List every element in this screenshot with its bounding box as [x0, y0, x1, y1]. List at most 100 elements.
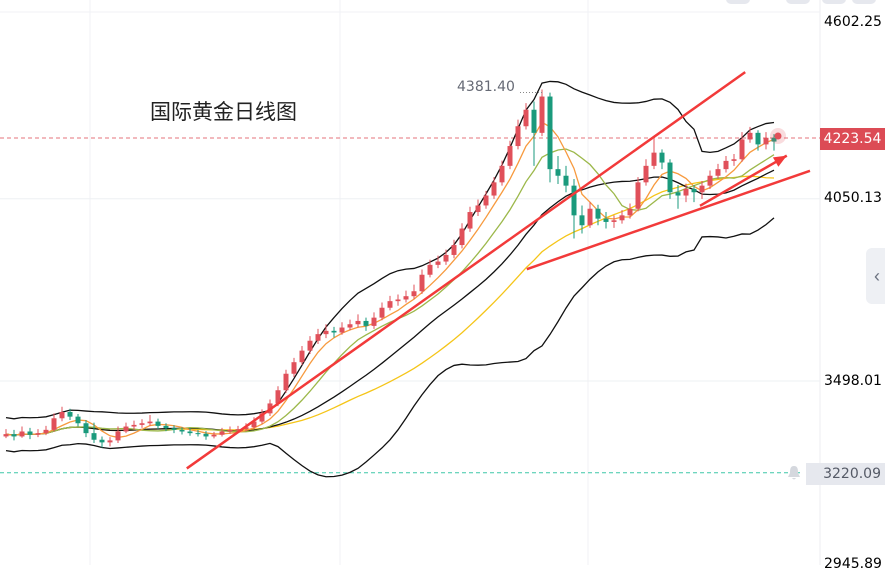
candle-down: [363, 320, 369, 326]
candle-up: [115, 431, 121, 441]
candle-up: [123, 426, 129, 432]
y-tick-label: 4050.13: [824, 190, 882, 206]
candle-down: [203, 433, 209, 437]
chart-title: 国际黄金日线图: [150, 100, 297, 124]
alert-price-value: 3220.09: [823, 466, 881, 482]
candle-up: [387, 301, 393, 308]
candle-up: [19, 431, 25, 437]
candle-up: [315, 334, 321, 341]
candle-down: [603, 218, 609, 222]
candle-up: [651, 152, 657, 166]
candle-up: [539, 96, 545, 133]
candle-up: [731, 159, 737, 161]
candle-up: [51, 418, 57, 430]
candle-up: [515, 126, 521, 147]
candle-up: [275, 390, 281, 404]
candle-up: [147, 421, 153, 424]
candle-up: [747, 132, 753, 140]
candle-down: [659, 152, 665, 163]
candle-down: [155, 421, 161, 426]
candle-up: [483, 195, 489, 206]
candle-up: [139, 423, 145, 425]
candle-up: [219, 431, 225, 435]
candle-up: [299, 350, 305, 363]
candle-up: [683, 188, 689, 196]
candle-up: [307, 340, 313, 351]
candle-up: [251, 421, 257, 428]
y-tick-label: 2945.89: [824, 556, 882, 572]
candle-up: [107, 440, 113, 443]
candle-up: [523, 109, 529, 127]
candle-down: [75, 416, 81, 424]
candle-up: [475, 205, 481, 213]
candle-down: [171, 428, 177, 430]
candle-up: [403, 296, 409, 300]
boll-lower-line: [5, 217, 775, 478]
candle-up: [243, 427, 249, 430]
candle-up: [451, 245, 457, 255]
candle-up: [283, 373, 289, 391]
candle-up: [3, 434, 9, 437]
candle-down: [675, 192, 681, 196]
high-price-label: 4381.40: [457, 79, 515, 95]
candle-up: [227, 429, 233, 432]
candle-down: [579, 215, 585, 226]
candle-down: [547, 96, 553, 170]
candle-down: [331, 330, 337, 333]
candle-up: [627, 208, 633, 216]
candle-down: [571, 185, 577, 216]
candle-up: [427, 264, 433, 275]
candle-down: [179, 429, 185, 432]
candle-up: [59, 412, 65, 419]
candle-up: [411, 291, 417, 297]
candle-up: [355, 320, 361, 325]
toolbar-button[interactable]: [786, 0, 810, 4]
candle-up: [371, 317, 377, 326]
last-price-tag: 4223.54: [820, 128, 885, 150]
candle-down: [83, 423, 89, 434]
candle-up: [499, 165, 505, 183]
candle-up: [507, 146, 513, 166]
alert-price-tag[interactable]: 3220.09: [806, 463, 885, 485]
candle-up: [323, 330, 329, 335]
candle-down: [91, 433, 97, 440]
candle-down: [27, 431, 33, 435]
candle-down: [99, 439, 105, 443]
boll-upper-line: [5, 80, 775, 420]
candle-down: [67, 412, 73, 417]
bell-icon[interactable]: [787, 465, 801, 481]
trend-arrow: [699, 154, 788, 207]
candle-down: [11, 434, 17, 437]
candle-up: [619, 215, 625, 221]
y-tick-label: 4602.25: [824, 14, 882, 30]
candle-up: [291, 362, 297, 374]
collapse-panel-button[interactable]: ‹: [866, 248, 885, 304]
candle-up: [131, 424, 137, 427]
candle-up: [611, 220, 617, 222]
toolbar-button[interactable]: [852, 0, 876, 4]
ma5-line: [5, 121, 775, 439]
candle-up: [395, 299, 401, 302]
arrow-head-icon: [772, 155, 787, 167]
candle-up: [491, 182, 497, 196]
candle-up: [763, 137, 769, 145]
candle-up: [715, 169, 721, 176]
y-tick-label: 3498.01: [824, 373, 882, 389]
candle-down: [163, 425, 169, 429]
candle-up: [347, 324, 353, 328]
candle-up: [467, 212, 473, 229]
candle-down: [755, 132, 761, 145]
candle-up: [339, 327, 345, 333]
candle-down: [195, 433, 201, 435]
candle-up: [707, 175, 713, 186]
toolbar-button[interactable]: [726, 0, 750, 4]
ma10-line: [5, 148, 775, 436]
candle-up: [635, 182, 641, 209]
candle-down: [555, 169, 561, 176]
trend-line: [186, 71, 746, 470]
candle-up: [43, 429, 49, 434]
candle-up: [379, 307, 385, 318]
candle-up: [699, 185, 705, 193]
toolbar-button[interactable]: [822, 0, 846, 4]
